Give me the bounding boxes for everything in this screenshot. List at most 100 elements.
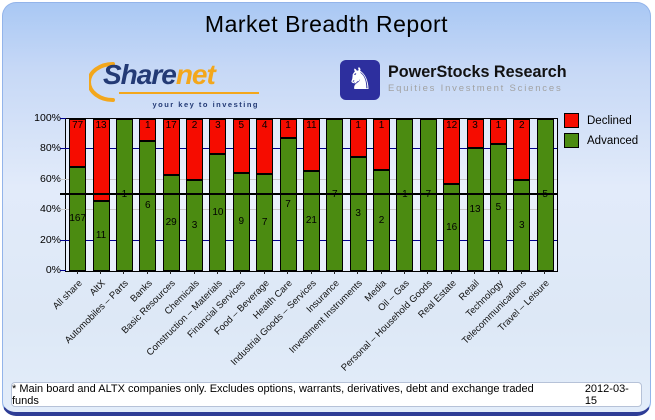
x-tick-label: All share (50, 278, 85, 312)
bar-segment-advanced: 7 (326, 119, 344, 271)
bar-value-declined: 1 (285, 120, 291, 131)
bar-segment-advanced: 7 (256, 174, 274, 271)
y-tick-mark (60, 148, 66, 150)
stacked-bar: 1 (396, 119, 414, 271)
bar: 5 (534, 119, 557, 271)
bar-segment-declined: 2 (513, 119, 531, 180)
powerstocks-wordmark: PowerStocks Research (388, 62, 567, 81)
bar-value-declined: 4 (261, 120, 268, 131)
stacked-bar: 77 167 (69, 119, 87, 271)
legend-swatch-declined (564, 113, 579, 128)
bar-segment-advanced: 9 (232, 173, 250, 271)
bar-segment-advanced: 7 (279, 138, 297, 271)
bar-segment-declined: 1 (489, 119, 507, 145)
bar: 3 13 (463, 119, 486, 271)
bar-segment-declined: 5 (232, 119, 250, 174)
bar: 1 (393, 119, 416, 271)
y-tick-mark (60, 270, 66, 271)
x-tick-mark (100, 271, 102, 274)
bar-value-advanced: 3 (191, 219, 198, 231)
legend-label: Advanced (587, 134, 639, 147)
footnote: * Main board and ALTX companies only. Ex… (12, 382, 534, 407)
stacked-bar: 12 16 (443, 119, 461, 271)
bar-value-declined: 1 (145, 120, 151, 131)
x-tick-mark (427, 271, 429, 274)
y-tick-label: 80% (39, 142, 61, 155)
bar-segment-declined: 2 (186, 119, 204, 180)
x-tick-mark (520, 271, 522, 274)
x-tick-mark (544, 271, 546, 274)
bar: 12 16 (440, 119, 463, 271)
bar-value-declined: 17 (165, 120, 177, 131)
bar: 7 (323, 119, 346, 271)
bar-segment-advanced: 3 (186, 179, 204, 271)
bar-value-declined: 3 (472, 120, 478, 131)
bar-value-advanced: 3 (519, 219, 525, 231)
bar-segment-advanced: 3 (513, 179, 531, 271)
bar-value-advanced: 1 (122, 189, 128, 201)
sharenet-tagline: your key to investing (152, 100, 259, 109)
bar-value-advanced: 11 (95, 230, 107, 242)
bar-segment-declined: 1 (139, 119, 157, 141)
report-date: 2012-03-15 (584, 382, 629, 407)
bar-value-declined: 1 (378, 120, 385, 131)
sharenet-word-primary: Share (103, 59, 177, 90)
bar-segment-advanced: 29 (162, 175, 180, 271)
sharenet-wordmark: Sharenet (103, 59, 216, 91)
bar: 11 21 (300, 119, 323, 271)
knight-icon: ♞ (340, 60, 380, 100)
bar-value-advanced: 3 (355, 208, 361, 220)
knight-glyph: ♞ (346, 63, 374, 96)
stacked-bar: 5 (536, 119, 554, 271)
x-tick-mark (76, 271, 78, 274)
bar-value-declined: 2 (191, 120, 198, 131)
bar-segment-declined: 11 (302, 119, 320, 172)
powerstocks-tagline: Equities Investment Sciences (388, 83, 563, 94)
bar-value-advanced: 2 (378, 214, 385, 226)
bar-value-advanced: 5 (495, 201, 502, 213)
y-tick-mark (60, 118, 66, 119)
bar-segment-advanced: 21 (302, 171, 320, 271)
bar: 77 167 (66, 119, 89, 271)
x-tick-mark (123, 271, 125, 274)
plot-area: 7716713111161729233105947171121713121712… (60, 118, 558, 272)
bar-segment-declined: 12 (443, 119, 461, 185)
page-title: Market Breadth Report (204, 11, 449, 37)
x-tick-mark (450, 271, 452, 274)
bar-segment-advanced: 16 (443, 184, 461, 271)
bar: 1 (113, 119, 136, 271)
y-tick-label: 0% (45, 264, 61, 276)
y-axis-labels: 0% 20% 40% 60% 80% 100% (13, 112, 61, 276)
y-tick-label: 40% (39, 203, 61, 216)
bar-value-advanced: 7 (426, 189, 432, 201)
bar-segment-advanced: 13 (466, 147, 484, 271)
sharenet-arc-icon (89, 62, 115, 102)
x-tick-mark (404, 271, 406, 274)
bar-segment-advanced: 10 (209, 154, 227, 271)
bars: 7716713111161729233105947171121713121712… (66, 119, 557, 271)
footer-bar: * Main board and ALTX companies only. Ex… (11, 382, 642, 407)
x-tick-mark (357, 271, 359, 274)
y-tick-label: 60% (39, 172, 61, 185)
bar-segment-declined: 77 (69, 119, 87, 167)
bar-segment-advanced: 1 (115, 119, 133, 271)
report-card: Market Breadth Report Sharenet your key … (2, 2, 651, 416)
bar: 17 29 (160, 119, 183, 271)
bar-value-advanced: 167 (69, 213, 87, 225)
bar-value-advanced: 5 (542, 189, 548, 201)
x-tick-mark (240, 271, 242, 274)
bar-segment-declined: 4 (256, 119, 274, 175)
stacked-bar: 11 21 (302, 119, 320, 271)
